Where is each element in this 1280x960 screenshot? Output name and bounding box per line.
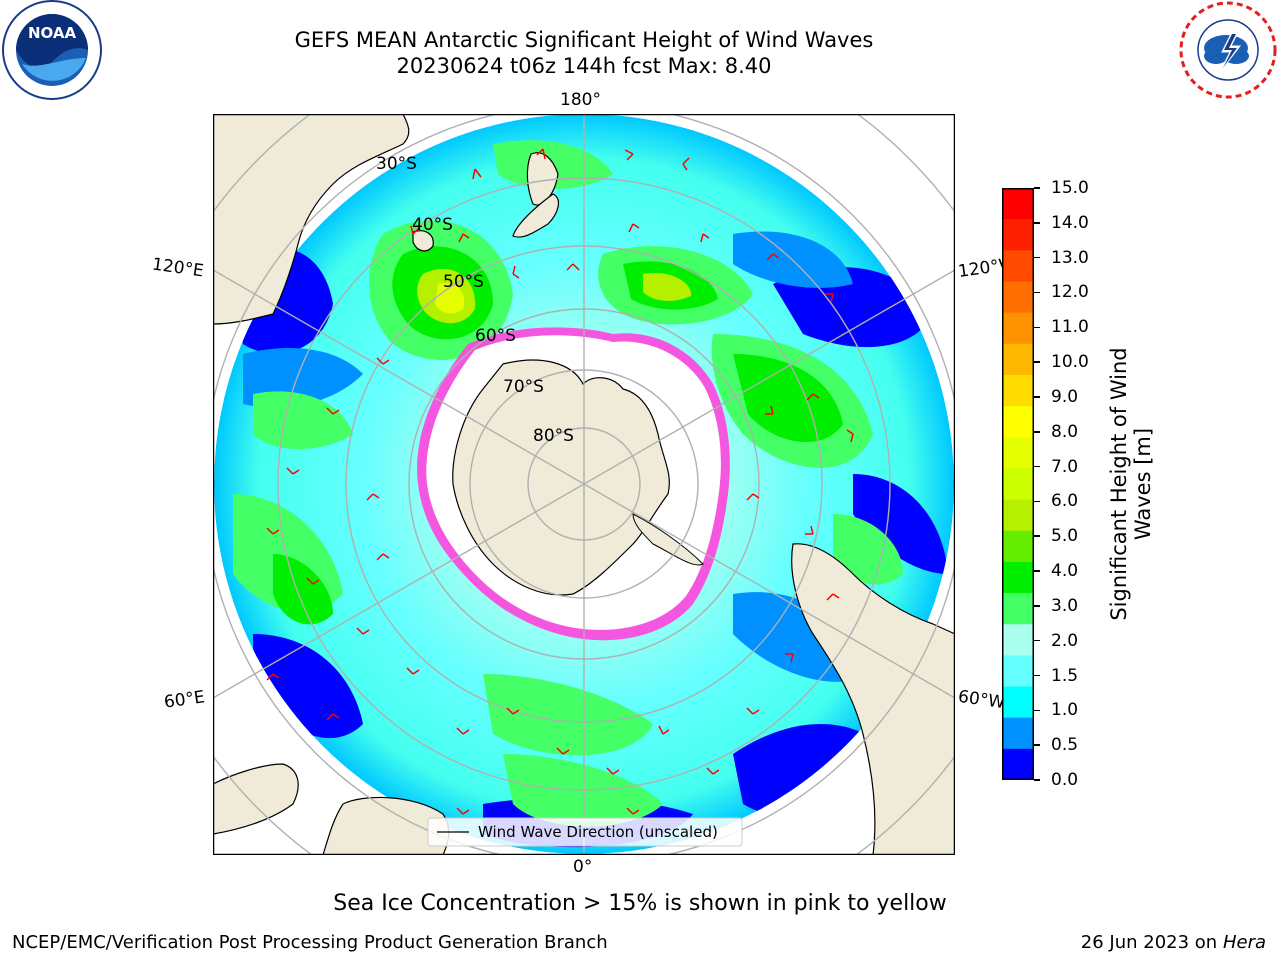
lon-label-120e: 120°E bbox=[150, 254, 205, 282]
colorbar-tick-mark bbox=[1034, 570, 1040, 572]
colorbar-tick-label: 5.0 bbox=[1051, 526, 1079, 547]
colorbar-segment bbox=[1002, 530, 1034, 563]
lon-label-top: 180° bbox=[560, 90, 601, 110]
colorbar-tick-mark bbox=[1034, 674, 1040, 677]
legend-entry: Wind Wave Direction (unscaled) bbox=[478, 823, 718, 841]
colorbar-tick-mark bbox=[1034, 326, 1040, 329]
chart-title: GEFS MEAN Antarctic Significant Height o… bbox=[294, 28, 874, 52]
colorbar-frame bbox=[1002, 188, 1034, 780]
colorbar-segment bbox=[1002, 343, 1034, 376]
chart-subtitle-run: 20230624 t06z 144h fcst Max: 8.40 bbox=[396, 54, 772, 78]
colorbar-segment bbox=[1002, 593, 1034, 625]
colorbar-segment bbox=[1002, 406, 1034, 438]
colorbar-tick-mark bbox=[1034, 396, 1040, 398]
colorbar-label-wrap: Significant Height of Wind Waves [m] bbox=[1096, 188, 1166, 780]
colorbar-tick-label: 15.0 bbox=[1051, 178, 1089, 198]
colorbar-segment bbox=[1002, 686, 1034, 719]
colorbar-tick-mark bbox=[1034, 431, 1040, 433]
colorbar-tick-mark bbox=[1034, 291, 1040, 294]
colorbar-tick-mark bbox=[1034, 256, 1040, 259]
noaa-logo: NOAA bbox=[0, 0, 104, 104]
sea-ice-note: Sea Ice Concentration > 15% is shown in … bbox=[333, 891, 947, 916]
colorbar-segment bbox=[1002, 374, 1034, 407]
colorbar-segment bbox=[1002, 437, 1034, 469]
colorbar-segment bbox=[1002, 624, 1034, 656]
colorbar-tick-label: 10.0 bbox=[1051, 352, 1089, 373]
colorbar-tick-mark bbox=[1034, 187, 1040, 189]
colorbar-tick-label: 0.5 bbox=[1051, 735, 1079, 756]
polar-map-svg: 30°S 40°S 50°S 60°S 70°S 80°S Wind Wave … bbox=[212, 113, 956, 856]
graticule bbox=[213, 114, 955, 855]
colorbar-tick-label: 13.0 bbox=[1051, 247, 1089, 268]
colorbar-tick-label: 8.0 bbox=[1051, 421, 1079, 442]
colorbar-tick-mark bbox=[1034, 639, 1040, 642]
latitude-labels: 30°S 40°S 50°S 60°S 70°S 80°S bbox=[376, 154, 574, 446]
lat-label-40s: 40°S bbox=[412, 215, 453, 235]
colorbar-segment bbox=[1002, 561, 1034, 594]
colorbar-tick-label: 12.0 bbox=[1051, 282, 1089, 303]
colorbar-segment bbox=[1002, 655, 1034, 688]
colorbar-segment bbox=[1002, 188, 1034, 220]
colorbar-segment bbox=[1002, 281, 1034, 314]
footer-host: Hera bbox=[1222, 932, 1266, 953]
footer-date-text: 26 Jun 2023 on bbox=[1080, 932, 1218, 953]
footer-date: 26 Jun 2023 on Hera bbox=[1081, 932, 1266, 953]
colorbar-segment bbox=[1002, 748, 1034, 781]
colorbar-tick-label: 6.0 bbox=[1051, 491, 1079, 512]
colorbar-tick-label: 1.0 bbox=[1051, 700, 1079, 721]
land-masses bbox=[213, 114, 955, 855]
colorbar-tick-mark bbox=[1034, 535, 1040, 537]
nws-logo bbox=[1176, 0, 1280, 104]
colorbar-tick-mark bbox=[1034, 779, 1040, 781]
polar-map: 30°S 40°S 50°S 60°S 70°S 80°S Wind Wave … bbox=[212, 113, 956, 856]
colorbar bbox=[1002, 188, 1034, 781]
colorbar-tick-label: 2.0 bbox=[1051, 630, 1079, 651]
map-frame bbox=[212, 113, 956, 856]
lat-label-30s: 30°S bbox=[376, 154, 417, 174]
footer-branch: NCEP/EMC/Verification Post Processing Pr… bbox=[12, 932, 608, 953]
colorbar-segment bbox=[1002, 250, 1034, 282]
colorbar-tick-mark bbox=[1034, 709, 1040, 712]
lat-label-50s: 50°S bbox=[443, 272, 484, 292]
wind-wave-arrows bbox=[266, 148, 854, 835]
colorbar-tick-mark bbox=[1034, 222, 1040, 224]
colorbar-tick-mark bbox=[1034, 500, 1040, 503]
lat-label-70s: 70°S bbox=[503, 377, 544, 397]
colorbar-tick-mark bbox=[1034, 465, 1040, 468]
colorbar-segment bbox=[1002, 468, 1034, 501]
colorbar-tick-mark bbox=[1034, 605, 1040, 607]
colorbar-tick-label: 9.0 bbox=[1051, 386, 1079, 407]
colorbar-segment bbox=[1002, 219, 1034, 251]
lat-label-60s: 60°S bbox=[475, 326, 516, 346]
colorbar-tick-label: 7.0 bbox=[1051, 456, 1079, 477]
colorbar-segment bbox=[1002, 717, 1034, 750]
colorbar-tick-label: 4.0 bbox=[1051, 561, 1079, 582]
colorbar-segment bbox=[1002, 312, 1034, 345]
colorbar-segment bbox=[1002, 499, 1034, 532]
lon-label-60e: 60°E bbox=[162, 687, 207, 713]
colorbar-tick-mark bbox=[1034, 744, 1040, 746]
colorbar-tick-label: 1.5 bbox=[1051, 665, 1079, 686]
colorbar-tick-label: 11.0 bbox=[1051, 317, 1089, 338]
colorbar-svg bbox=[1002, 188, 1034, 781]
lon-label-60w: 60°W bbox=[956, 686, 1007, 714]
colorbar-tick-label: 0.0 bbox=[1051, 770, 1079, 790]
colorbar-tick-label: 14.0 bbox=[1051, 212, 1089, 233]
colorbar-ticks: 15.0 14.0 13.0 12.0 11.0 10.0 9.0 8.0 7.0 6.0 5.0 4… bbox=[1034, 178, 1104, 790]
colorbar-label: Significant Height of Wind Waves [m] bbox=[1107, 347, 1155, 621]
noaa-logo-text: NOAA bbox=[28, 24, 77, 42]
map-legend: Wind Wave Direction (unscaled) bbox=[427, 817, 743, 847]
colorbar-tick-mark bbox=[1034, 361, 1040, 363]
lon-label-bottom: 0° bbox=[573, 857, 593, 877]
colorbar-tick-label: 3.0 bbox=[1051, 595, 1079, 616]
antarctica bbox=[417, 327, 730, 641]
lat-label-80s: 80°S bbox=[533, 426, 574, 446]
